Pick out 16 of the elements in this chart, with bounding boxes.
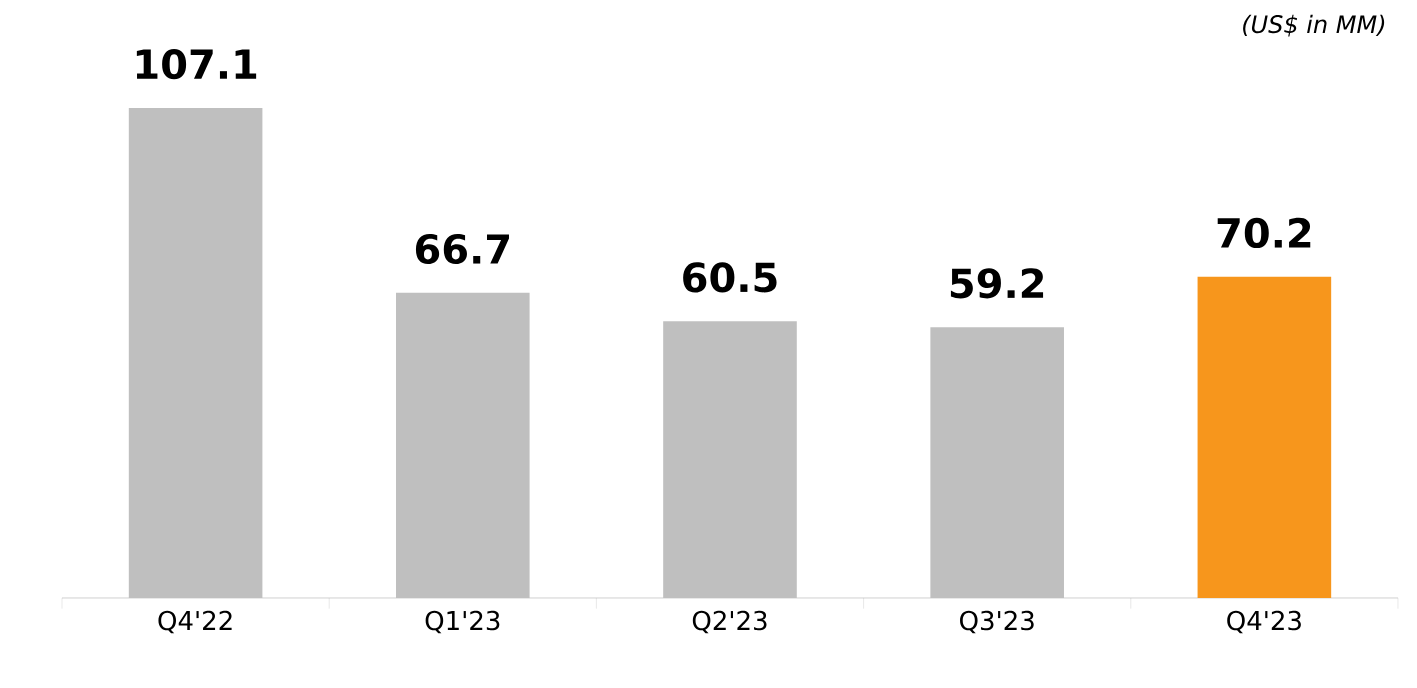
data-label: 66.7 bbox=[415, 233, 509, 265]
x-tick-label: Q4'23 bbox=[1227, 610, 1301, 634]
bar bbox=[663, 321, 797, 598]
x-tick-label: Q1'23 bbox=[425, 610, 500, 634]
bar bbox=[128, 107, 263, 598]
bar bbox=[396, 292, 530, 598]
data-label: 70.2 bbox=[1217, 217, 1311, 249]
x-tick-label: Q4'22 bbox=[158, 610, 232, 634]
data-label: 59.2 bbox=[950, 268, 1044, 299]
text: (US$ in MM) bbox=[1243, 14, 1385, 37]
x-tick-label: Q3'23 bbox=[960, 610, 1034, 634]
bar bbox=[930, 327, 1064, 598]
x-tick-label: Q2'23 bbox=[692, 610, 767, 634]
data-label: 60.5 bbox=[683, 262, 777, 293]
data-label: 107.1 bbox=[136, 49, 257, 80]
bar bbox=[1197, 276, 1332, 598]
